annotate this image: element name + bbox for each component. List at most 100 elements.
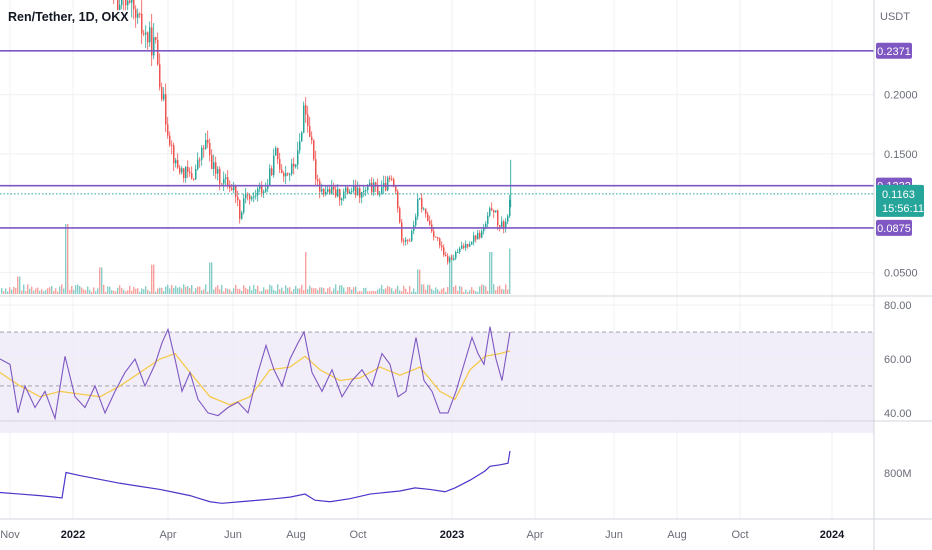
volume-bar <box>227 288 229 294</box>
rsi-pane <box>0 304 874 433</box>
volume-bar <box>335 284 337 294</box>
volume-bar <box>177 287 179 294</box>
volume-bar <box>479 286 481 294</box>
volume-bar <box>33 290 35 294</box>
volume-bar <box>465 289 467 294</box>
volume-bar <box>57 291 59 294</box>
candle-body <box>181 168 183 173</box>
time-label-3: Jun <box>224 529 242 541</box>
candle-body <box>335 189 337 197</box>
volume-bar <box>243 285 245 294</box>
volume-bar <box>167 284 169 294</box>
volume-bar <box>399 290 401 294</box>
candle-body <box>479 232 481 238</box>
volume-bar <box>321 287 323 294</box>
volume-bar <box>43 291 45 294</box>
candle-body <box>215 162 217 174</box>
candle-body <box>175 160 177 164</box>
candle-body <box>281 169 283 174</box>
candle-body <box>167 124 169 136</box>
volume-bar <box>117 287 119 294</box>
volume-bar <box>329 287 331 294</box>
time-axis[interactable]: Nov 2022 Apr Jun Aug Oct 2023 Apr Jun Aug Oct 2024 <box>0 529 845 541</box>
volume-bar <box>471 287 473 294</box>
volume-bar <box>423 284 425 294</box>
volume-bar <box>363 288 365 294</box>
time-label-8: Jun <box>605 529 623 541</box>
candle-body <box>385 182 387 191</box>
volume-bar <box>493 284 495 294</box>
volume-bar <box>249 286 251 294</box>
candle-body <box>251 197 253 200</box>
volume-bar <box>389 287 391 294</box>
volume-bar <box>275 290 277 294</box>
volume-bar <box>367 291 369 294</box>
volume-bar <box>369 291 371 294</box>
volume-bar <box>233 288 235 294</box>
volume-bar <box>349 286 351 294</box>
volume-bar <box>509 248 511 294</box>
volume-bar <box>269 284 271 294</box>
volume-bar <box>165 286 167 294</box>
candle-body <box>125 0 127 6</box>
time-label-0: Nov <box>0 529 20 541</box>
volume-bar <box>315 288 317 294</box>
volume-bar <box>491 252 493 294</box>
rsi-tick-80.00: 80.00 <box>884 300 912 312</box>
candle-body <box>241 212 243 219</box>
volume-bar <box>383 289 385 294</box>
volume-bar <box>9 287 11 294</box>
volume-bar <box>59 286 61 294</box>
candle-body <box>405 239 407 242</box>
volume-bar <box>225 288 227 294</box>
candle-body <box>367 185 369 191</box>
volume-bar <box>325 291 327 294</box>
horizontal-levels[interactable] <box>0 49 874 229</box>
candle-body <box>187 166 189 172</box>
volume-bar <box>81 287 83 294</box>
volume-bar <box>309 285 311 294</box>
rsi-tick-60.00: 60.00 <box>884 354 912 366</box>
price-axis-unit: USDT <box>880 11 910 23</box>
volume-bar <box>151 264 153 294</box>
symbol-title[interactable]: Ren/Tether, 1D, OKX <box>6 10 131 24</box>
candle-body <box>189 171 191 174</box>
volume-bar <box>239 288 241 294</box>
grid-lines <box>0 0 874 519</box>
volume-bar <box>379 288 381 294</box>
candle-body <box>193 178 195 180</box>
volume-bar <box>15 288 17 294</box>
candle-body <box>473 235 475 242</box>
volume-bar <box>313 288 315 294</box>
volume-bar <box>27 284 29 294</box>
candle-body <box>441 245 443 248</box>
candle-body <box>483 227 485 232</box>
candle-body <box>159 64 161 88</box>
time-label-2: Apr <box>159 529 176 541</box>
volume-bar <box>357 291 359 294</box>
volume-bar <box>405 288 407 294</box>
volume-bar <box>31 286 33 294</box>
candle-body <box>173 145 175 164</box>
candle-body <box>219 168 221 184</box>
volume-bar <box>149 291 151 294</box>
volume-bar <box>37 287 39 294</box>
candle-body <box>393 179 395 187</box>
volume-bar <box>303 290 305 294</box>
volume-bar <box>171 284 173 294</box>
volume-bar <box>473 289 475 294</box>
candle-body <box>117 0 119 12</box>
candle-body <box>323 189 325 195</box>
obv-line <box>0 450 511 504</box>
volume-bar <box>319 287 321 294</box>
volume-bar <box>433 290 435 294</box>
volume-bar <box>139 291 141 294</box>
volume-bar <box>253 284 255 294</box>
candle-body <box>209 142 211 156</box>
volume-bar <box>241 290 243 294</box>
volume-bar <box>193 291 195 294</box>
price-axis[interactable]: USDT 0.2000 0.1500 0.0500 80.00 60.00 40.00 800… <box>880 11 918 480</box>
candle-body <box>433 231 435 237</box>
